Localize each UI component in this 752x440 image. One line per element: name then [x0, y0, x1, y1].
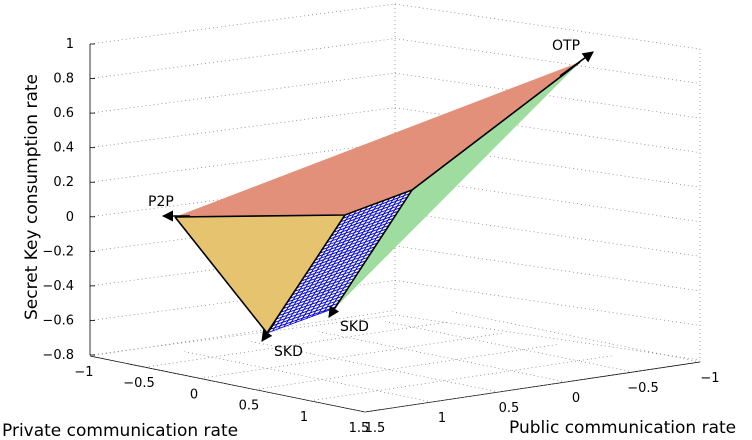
grid-line [394, 38, 701, 84]
grid-line [144, 321, 447, 368]
grid-line [89, 72, 396, 114]
z-tick-label: 1 [66, 37, 74, 52]
grid-line [89, 38, 396, 79]
y-tick-label: −1 [700, 371, 719, 386]
hatch-line [328, 191, 407, 311]
edges [174, 61, 581, 334]
floor-grid [89, 310, 701, 413]
z-tick-label: −0.6 [42, 313, 74, 328]
y-tick-label: 1 [438, 411, 446, 426]
arrows [161, 51, 594, 342]
z-tick-label: −0.2 [42, 244, 74, 259]
grid-line [199, 333, 502, 379]
grid-line [318, 331, 567, 383]
grid-line [89, 314, 396, 356]
hatch-line [272, 212, 351, 332]
grid-line [394, 176, 701, 223]
label-otp: OTP [552, 38, 580, 54]
edge-p2p-skd [174, 216, 268, 334]
hatch-line [317, 196, 396, 315]
grid-line [89, 141, 396, 183]
arrow-otp [559, 51, 594, 77]
x-axis-label: Private communication rate [2, 421, 238, 440]
grid-line [184, 351, 433, 403]
grid-line [394, 107, 701, 154]
label-p2p: P2P [148, 194, 174, 210]
grid-line [309, 355, 612, 402]
y-tick-label: 0 [572, 391, 580, 406]
hatch-line [323, 193, 402, 313]
grid-line [364, 366, 667, 413]
grid-line [385, 321, 634, 373]
grid-line [89, 3, 396, 45]
edge-center-skd [266, 214, 346, 334]
z-axis-ticks: 1 0.8 0.6 0.4 0.2 0 −0.2 −0.4 −0.6 −0.8 [42, 37, 95, 363]
hatch-line [294, 204, 374, 323]
grid-line [394, 245, 701, 292]
arrow-skd-right [328, 299, 341, 318]
top-face [175, 62, 580, 217]
label-skd-left: SKD [274, 344, 303, 360]
edge-top [174, 61, 581, 218]
x-tick-label: 0 [190, 387, 198, 402]
z-tick-label: 0 [66, 210, 74, 225]
edge-inner [334, 189, 413, 309]
x-tick-label: 1.5 [349, 421, 370, 436]
grid-line [394, 72, 701, 119]
y-tick-label: −0.5 [627, 381, 659, 396]
grid-line [254, 344, 557, 390]
hatch-line [306, 200, 385, 319]
y-axis-ticks: 1.5 1 0.5 0 −0.5 −1 [365, 371, 720, 436]
grid-line [89, 107, 396, 149]
z-tick-label: 0.4 [53, 141, 74, 156]
z-axis-label: Secret Key consumption rate [22, 74, 42, 320]
x-axis-ticks: −1 −0.5 0 0.5 1 1.5 [74, 365, 369, 436]
hatch-line [283, 208, 363, 327]
z-tick-label: 0.2 [53, 175, 74, 190]
grid-line [89, 310, 392, 357]
grid-line [452, 311, 701, 363]
hatch-line [277, 210, 357, 330]
x-tick-label: 0.5 [239, 399, 260, 414]
z-tick-label: 0.6 [53, 106, 74, 121]
grid-line [394, 280, 701, 326]
label-skd-right: SKD [340, 319, 369, 335]
x-tick-label: −1 [74, 365, 93, 380]
left-face [175, 215, 345, 333]
z-tick-label: 0.8 [53, 72, 74, 87]
z-tick-label: −0.4 [42, 279, 74, 294]
y-tick-label: 0.5 [499, 401, 520, 416]
z-tick-label: −0.8 [42, 348, 74, 363]
x-tick-label: −0.5 [123, 376, 155, 391]
right-face [335, 62, 580, 308]
x-tick-label: 1 [300, 410, 308, 425]
hatch-line [289, 206, 368, 325]
grid-line [394, 210, 701, 257]
hatch-line [311, 198, 391, 317]
grid-line [394, 314, 701, 361]
y-axis-label: Public communication rate [509, 418, 736, 438]
y-tick-label: 1.5 [365, 421, 386, 436]
grid-line [394, 3, 701, 50]
hatch-line [300, 202, 379, 321]
grid-line [394, 141, 701, 188]
arrow-skd-left [261, 321, 276, 342]
